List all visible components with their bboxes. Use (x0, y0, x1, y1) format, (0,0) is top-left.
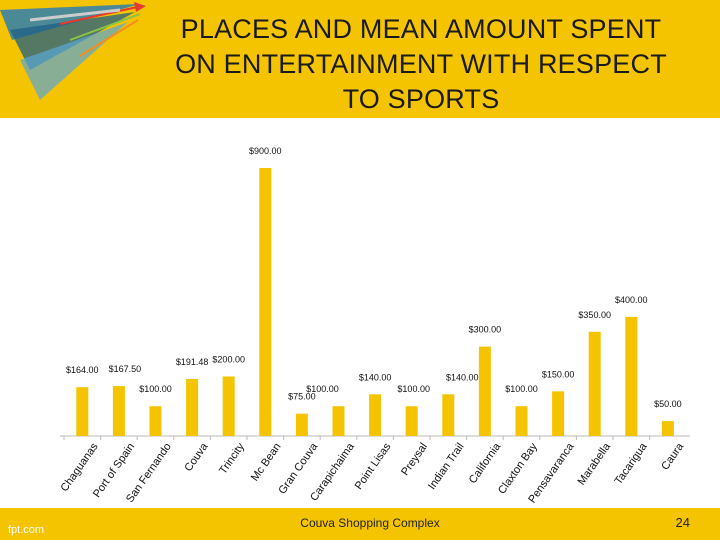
bar (405, 406, 418, 436)
data-label: $350.00 (578, 310, 611, 320)
data-label: $900.00 (249, 146, 282, 156)
title-line-2: ON ENTERTAINMENT WITH RESPECT (175, 49, 667, 79)
brand-label: fpt.com (8, 524, 45, 536)
bar (515, 406, 528, 436)
data-label: $100.00 (397, 384, 430, 394)
x-tick-label: Marabella (576, 440, 614, 487)
bar (332, 406, 345, 436)
x-tick-label: Caura (659, 440, 687, 472)
data-label: $164.00 (66, 365, 99, 375)
x-tick-label: Couva (182, 440, 211, 474)
bar (112, 386, 125, 436)
data-label: $191.48 (176, 357, 209, 367)
data-label: $150.00 (542, 369, 575, 379)
data-label: $75.00 (288, 392, 316, 402)
bar (625, 316, 638, 436)
bar (552, 391, 565, 436)
bar (661, 421, 674, 436)
data-label: $100.00 (505, 384, 538, 394)
data-label: $400.00 (615, 295, 648, 305)
bar (588, 331, 601, 436)
footer-caption: Couva Shopping Complex (300, 516, 440, 530)
data-label: $167.50 (109, 364, 142, 374)
bar (259, 168, 272, 436)
data-label: $100.00 (306, 384, 339, 394)
x-tick-label: Trincity (217, 441, 247, 477)
bar (76, 387, 89, 436)
bar (295, 413, 308, 436)
bar (478, 346, 491, 436)
bar (149, 406, 162, 436)
bar (369, 394, 382, 436)
page-number: 24 (675, 515, 690, 530)
x-tick-label: Preysal (399, 441, 430, 478)
x-tick-label: California (467, 440, 504, 486)
data-label: $300.00 (469, 325, 502, 335)
x-tick-label: Point Lisas (353, 441, 394, 492)
x-tick-label: Tacarigua (612, 440, 650, 487)
title-line-3: TO SPORTS (342, 84, 500, 114)
x-tick-label: Chaguanas (59, 441, 101, 494)
x-tick-label: Mc Bean (249, 441, 284, 483)
data-label: $140.00 (359, 372, 392, 382)
x-tick-label: Indian Trail (426, 441, 467, 492)
data-label: $50.00 (654, 399, 682, 409)
data-label: $100.00 (139, 384, 172, 394)
bar (442, 394, 455, 436)
bar (222, 376, 235, 436)
data-label: $140.00 (446, 372, 479, 382)
slide-title: PLACES AND MEAN AMOUNT SPENT ON ENTERTAI… (148, 12, 694, 117)
title-line-1: PLACES AND MEAN AMOUNT SPENT (180, 14, 662, 44)
arrow-decoration-icon (0, 2, 146, 100)
data-label: $200.00 (212, 354, 245, 364)
footer-bar (0, 508, 720, 540)
bar (186, 378, 199, 436)
